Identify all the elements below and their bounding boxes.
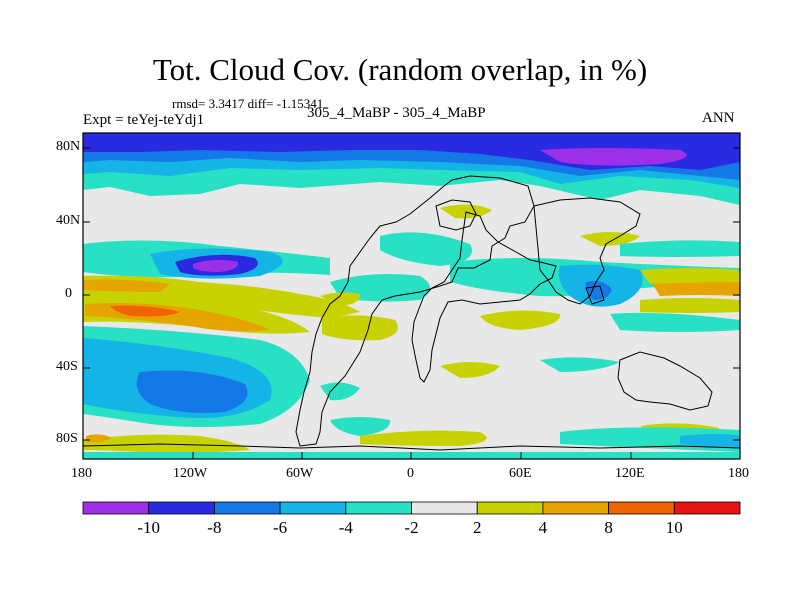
stats-line: rmsd= 3.3417 diff= -1.15341 [172, 96, 324, 111]
natl-teal-patch [380, 232, 472, 266]
colorbar-swatch [673, 501, 741, 515]
sio-yellow-west [440, 362, 500, 378]
colorbar-label: 4 [538, 518, 548, 537]
spac-blue-region [136, 370, 248, 413]
x-tick-120e: 120E [615, 466, 645, 481]
asia-outline [533, 197, 641, 305]
wpac-yellow-south [640, 298, 740, 313]
colorbar-swatch [411, 501, 478, 515]
experiment-label: Expt = teYej-teYdj1 [83, 112, 205, 128]
y-tick-80s: 80S [56, 431, 78, 446]
colorbar-label: -8 [207, 518, 222, 537]
colorbar-label: 8 [604, 518, 613, 537]
colorbar-swatch [148, 501, 215, 515]
case-subtitle: 305_4_MaBP - 305_4_MaBP [307, 105, 486, 121]
colorbar-swatch [608, 501, 675, 515]
australia-outline [617, 351, 713, 411]
colorbar-label: 2 [472, 518, 482, 537]
satl-teal-lower [330, 417, 391, 436]
europe-africa-outline [411, 211, 557, 383]
x-tick-120w: 120W [173, 466, 208, 481]
indonesia-blue [585, 281, 612, 300]
y-tick-80n: 80N [56, 139, 81, 154]
so-orange-spot [86, 434, 112, 443]
arctic-purple-core [540, 148, 687, 166]
npac-east-teal [620, 240, 740, 257]
page-title: Tot. Cloud Cov. (random overlap, in %) [152, 52, 648, 87]
wpac-teal-south [610, 312, 740, 332]
indonesia-outline [585, 285, 605, 305]
colorbar-swatch [213, 501, 281, 515]
so-yellow-mid [360, 430, 487, 446]
wpac-yellow-upper [580, 232, 640, 246]
y-tick-40s: 40S [56, 359, 78, 374]
y-tick-0: 0 [65, 286, 72, 301]
colorbar-swatch [279, 501, 347, 515]
npac-purple-core [193, 259, 239, 272]
y-tick-40n: 40N [56, 213, 81, 228]
greenland-outline [435, 199, 477, 231]
x-tick-180w: 180 [71, 466, 92, 481]
colorbar-swatch [345, 501, 412, 515]
colorbar-label: -6 [273, 518, 288, 537]
colorbar-swatch [542, 501, 610, 515]
colorbar-label: -4 [338, 518, 353, 537]
wpac-yellow-band [640, 268, 740, 284]
axis-ticks [82, 147, 741, 459]
equator-orange-band [83, 279, 170, 292]
sio-yellow-patch [480, 310, 561, 330]
x-tick-60e: 60E [509, 466, 532, 481]
antarctica-outline [83, 443, 740, 451]
colorbar-swatch [82, 501, 150, 515]
atl-yellow-patch [322, 315, 398, 341]
satl-teal-patch [320, 382, 360, 401]
x-tick-0: 0 [407, 466, 414, 481]
x-tick-180e: 180 [728, 466, 749, 481]
colorbar-swatch [476, 501, 544, 515]
so-cyan-east [680, 434, 740, 448]
atl-yellow-upper [320, 292, 361, 306]
colorbar-label: 10 [665, 518, 683, 537]
continent-outlines [83, 175, 740, 451]
colorbar [82, 501, 741, 515]
americas-outline [295, 175, 535, 447]
season-label: ANN [702, 110, 735, 126]
colorbar-label: -10 [137, 518, 161, 537]
so-teal-east [560, 427, 740, 452]
south-equator-red [110, 305, 180, 317]
natl-yellow-spot [440, 204, 492, 219]
sio-teal-east [540, 357, 620, 372]
x-tick-60w: 60W [286, 466, 314, 481]
map-field [83, 133, 740, 459]
colorbar-label: -2 [404, 518, 419, 537]
